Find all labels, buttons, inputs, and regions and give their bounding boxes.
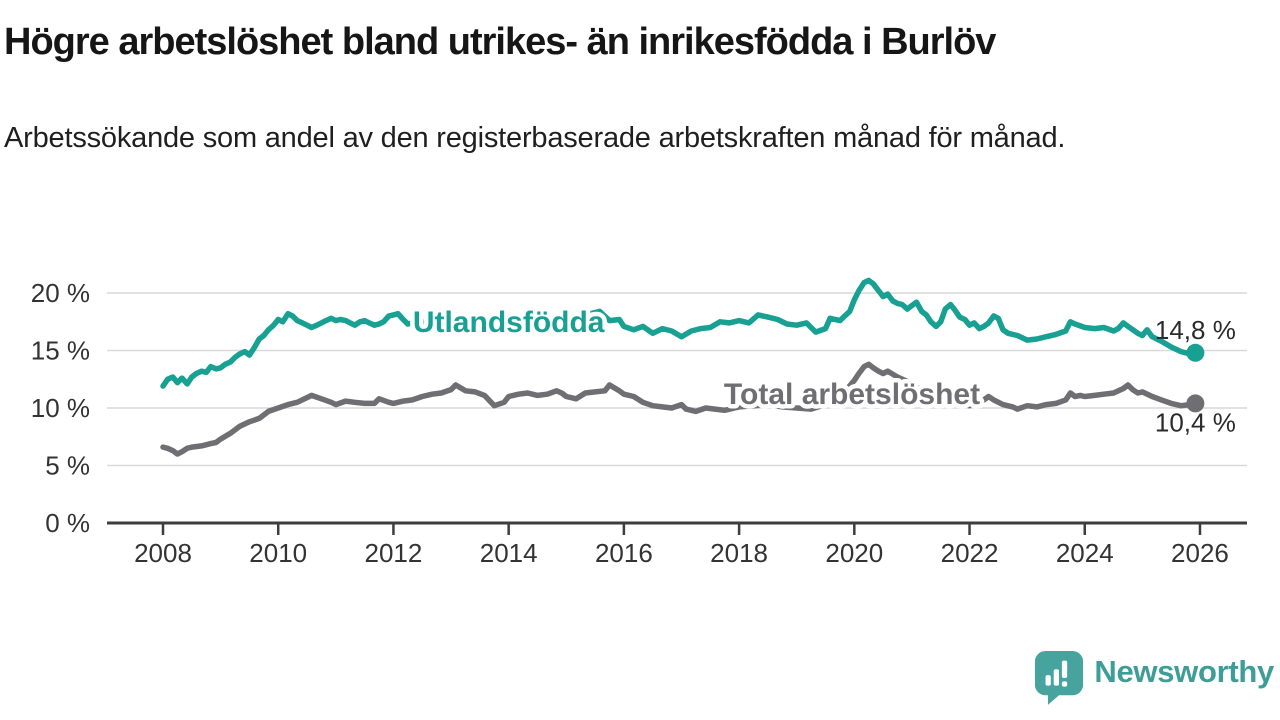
x-tick-label: 2016 xyxy=(595,538,653,568)
series-label-utlandsfodda: Utlandsfödda xyxy=(413,306,605,339)
y-tick-label: 20 % xyxy=(31,278,90,308)
x-tick-label: 2014 xyxy=(480,538,538,568)
series-end-marker-utlandsfodda xyxy=(1186,343,1205,362)
x-tick-label: 2026 xyxy=(1171,538,1229,568)
series-line-total xyxy=(160,361,1199,457)
series-line-utlandsfodda xyxy=(160,277,1199,389)
end-value-label-total: 10,4 % xyxy=(1155,407,1236,437)
exclamation-dot xyxy=(1062,681,1068,687)
x-tick-label: 2022 xyxy=(941,538,999,568)
x-tick-label: 2018 xyxy=(710,538,768,568)
newsworthy-logo-icon xyxy=(1035,651,1084,705)
x-tick-label: 2012 xyxy=(365,538,423,568)
end-value-label-utlandsfodda: 14,8 % xyxy=(1155,315,1236,345)
exclamation-bar xyxy=(1062,660,1068,678)
page-subtitle: Arbetssökande som andel av den registerb… xyxy=(4,122,1066,154)
x-tick-label: 2020 xyxy=(825,538,883,568)
page-title: Högre arbetslöshet bland utrikes- än inr… xyxy=(4,21,996,63)
y-tick-label: 0 % xyxy=(45,508,90,538)
x-tick-label: 2010 xyxy=(249,538,307,568)
x-tick-label: 2024 xyxy=(1056,538,1114,568)
y-tick-label: 5 % xyxy=(45,451,90,481)
y-tick-label: 10 % xyxy=(31,393,90,423)
y-tick-label: 15 % xyxy=(31,336,90,366)
series-label-total: Total arbetslöshet xyxy=(724,378,980,411)
bar-medium xyxy=(1054,669,1060,686)
x-tick-label: 2008 xyxy=(134,538,192,568)
newsworthy-logo: Newsworthy xyxy=(1033,648,1274,706)
series-end-marker-total xyxy=(1186,394,1205,413)
bar-small xyxy=(1045,675,1052,686)
newsworthy-wordmark: Newsworthy xyxy=(1094,654,1274,689)
